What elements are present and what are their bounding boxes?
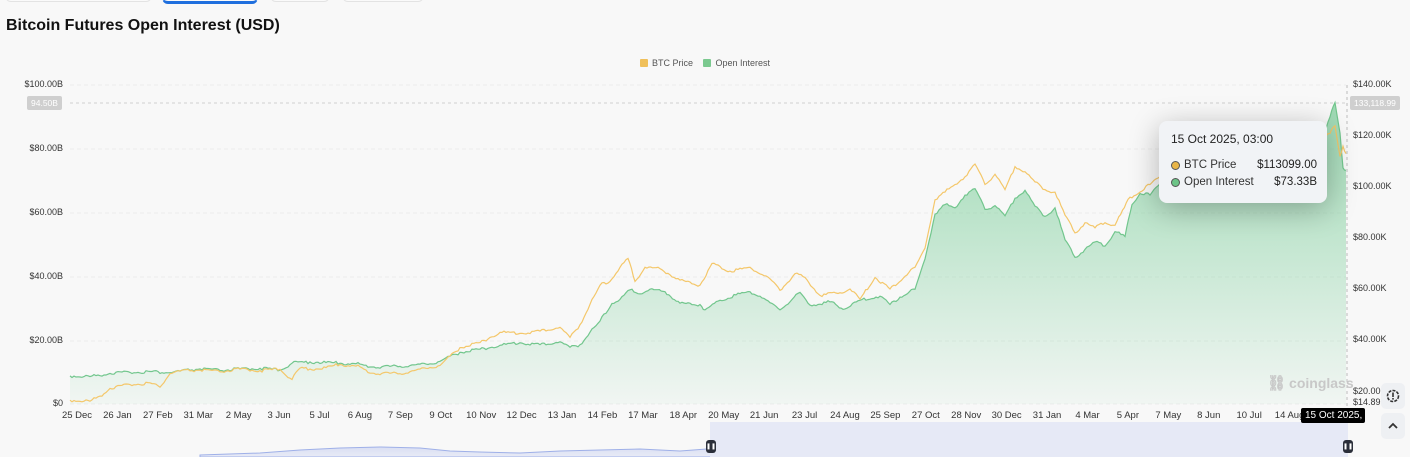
x-axis-tick: 5 Apr [1116,410,1139,421]
navigator-left-handle[interactable]: ❚❚ [706,440,716,453]
tooltip-value: $113099.00 [1257,159,1317,171]
x-axis-tick: 14 Aug [1274,410,1305,421]
watermark-text: coinglass [1289,375,1354,391]
x-axis-tick: 4 Mar [1075,410,1100,421]
left-axis-label: $100.00B [24,79,63,89]
tooltip-label: Open Interest [1184,176,1254,188]
left-axis-label: $0 [52,398,63,408]
coinglass-logo-icon: ⛓ [1267,375,1287,392]
legend-label: Open Interest [715,58,771,68]
x-axis-tick: 6 Aug [347,410,373,421]
right-axis-label: $14.89 [1353,397,1381,407]
x-axis-tick: 24 Aug [830,410,860,421]
left-axis-label: $80.00B [29,143,63,153]
x-axis-tick: 10 Jul [1236,410,1262,421]
x-axis-tick: 13 Jan [547,410,577,421]
legend-swatch-btc-price-icon [639,59,648,67]
tooltip-label: BTC Price [1184,159,1237,171]
crosshair-x-label: 15 Oct 2025, 03:00 [1301,408,1365,423]
right-axis-label: $120.00K [1353,130,1392,140]
navigator-selection[interactable] [710,422,1348,457]
left-axis-label: $40.00B [29,271,63,281]
right-axis-label: $60.00K [1353,283,1387,293]
x-axis-tick: 21 Jun [749,410,779,421]
x-axis-tick: 31 Jan [1032,410,1062,421]
pause-grip-icon: ❚❚ [1342,444,1354,450]
crosshair-right-value: 133,118.99 [1350,96,1400,110]
legend-label: BTC Price [651,58,693,68]
legend-item-btc-price[interactable]: BTC Price [639,58,693,68]
right-axis-label: $100.00K [1353,181,1392,191]
tooltip-value: $73.33B [1274,176,1317,188]
x-axis-tick: 25 Sep [870,410,901,421]
x-axis-tick: 27 Oct [911,410,940,421]
btc-dot-icon [1171,160,1180,170]
right-axis-label: $140.00K [1353,79,1392,89]
x-axis-tick: 23 Jul [791,410,818,421]
open-interest-line [69,100,1347,379]
x-axis-tick: 26 Jan [103,410,132,421]
coinglass-watermark: ⛓ coinglass [1267,374,1354,392]
x-axis-tick: 17 Mar [628,410,658,421]
x-axis-tick: 18 Apr [669,410,698,421]
x-axis-tick: 28 Nov [951,410,982,421]
btc-price-line [69,124,1347,403]
x-axis-tick: 14 Feb [587,410,618,421]
x-axis-tick: 7 Sep [387,410,413,421]
alert-gear-icon [1386,389,1400,403]
chart-tooltip: 15 Oct 2025, 03:00 BTC Price $113099.00 … [1159,121,1327,203]
right-axis-label: $80.00K [1353,232,1387,242]
x-axis-tick: 3 Jun [267,410,291,421]
navigator-right-handle[interactable]: ❚❚ [1343,440,1353,453]
left-axis-label: $20.00B [29,335,63,345]
open-interest-area [70,102,1346,404]
legend-item-open-interest[interactable]: Open Interest [703,58,770,68]
x-axis-tick: 12 Dec [506,410,537,421]
x-axis-tick: 9 Oct [429,410,453,421]
x-axis-tick: 8 Jun [1197,410,1221,421]
x-axis-tick: 31 Mar [183,410,214,421]
chart-legend: BTC Price Open Interest [0,58,1410,69]
alert-button[interactable] [1381,383,1405,409]
legend-swatch-open-interest-icon [703,59,712,67]
right-axis-label: $20.00 [1353,386,1381,396]
tooltip-row-open-interest: Open Interest $73.33B [1171,176,1317,188]
x-axis-tick: 27 Feb [143,410,173,421]
right-axis-label: $40.00K [1353,334,1387,344]
x-axis-tick: 20 May [708,410,740,421]
left-axis-label: $60.00B [29,207,63,217]
x-axis-tick: 30 Dec [991,410,1022,421]
oi-dot-icon [1171,177,1180,187]
pause-grip-icon: ❚❚ [705,444,717,450]
x-axis-tick: 10 Nov [466,410,497,421]
crosshair-left-value: 94.50B [27,96,62,110]
chart-title: Bitcoin Futures Open Interest (USD) [6,17,280,34]
tooltip-row-btc-price: BTC Price $113099.00 [1171,159,1317,171]
tooltip-date: 15 Oct 2025, 03:00 [1171,132,1274,146]
x-axis-tick: 25 Dec [61,410,93,421]
scroll-top-button[interactable] [1381,413,1405,439]
chevron-up-icon [1388,422,1398,429]
x-axis-tick: 5 Jul [309,410,330,421]
x-axis-tick: 7 May [1155,410,1182,421]
x-axis-tick: 2 May [225,410,252,421]
